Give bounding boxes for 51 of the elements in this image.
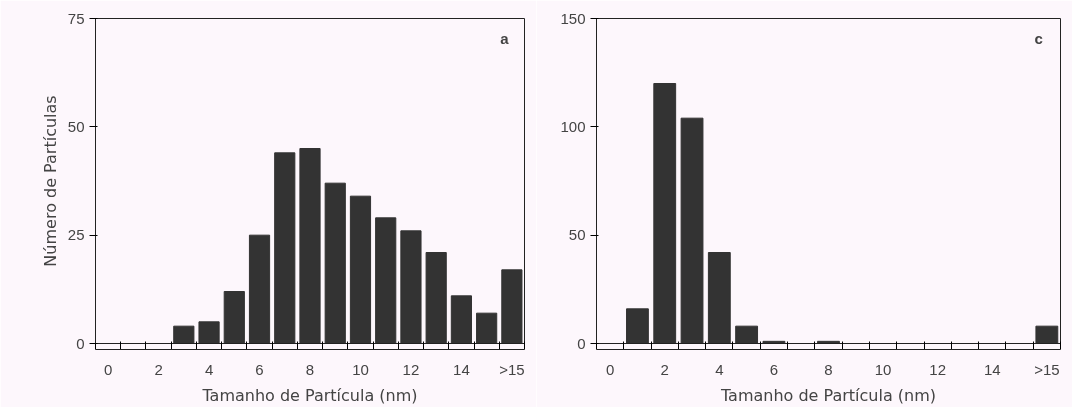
bar [198,321,220,344]
x-tick-label: 8 [824,360,833,378]
y-tick-label: 50 [67,117,85,135]
bar [173,325,195,344]
bar [476,312,498,344]
bar [299,148,321,344]
bar [248,234,271,344]
y-tick-label: 75 [67,9,85,27]
x-tick-label: 12 [402,360,420,378]
x-tick-label: 0 [605,360,615,378]
x-tick-label: 14 [453,360,470,378]
x-tick-label: 8 [305,360,315,378]
x-tick-label: 2 [660,360,669,378]
bar [680,117,704,344]
y-tick-label: 50 [568,226,586,244]
bar [274,152,296,344]
x-tick-label: 2 [154,360,163,378]
y-tick-label: 0 [76,334,85,352]
bar [450,295,473,344]
bar [349,195,372,344]
bar [425,252,447,344]
annotation: a [500,29,510,47]
y-tick-label: 25 [67,226,85,244]
bar [653,83,677,344]
annotation: c [1034,29,1043,47]
x-tick-label: 14 [983,360,1001,378]
bar [223,291,245,344]
y-axis-title: Número de Partículas [40,95,60,267]
y-tick-label: 150 [560,9,586,27]
bar [1035,325,1059,344]
bar [400,230,422,344]
x-tick-label: 4 [715,360,724,378]
x-tick-label: 4 [204,360,214,378]
bar [626,308,649,344]
x-axis-title: Tamanho de Partícula (nm) [201,385,418,405]
bar [707,252,731,344]
x-tick-label: 12 [929,360,947,378]
bar [501,269,523,344]
x-tick-label: 6 [255,360,264,378]
x-axis-title: Tamanho de Partícula (nm) [719,385,937,405]
x-tick-label: 10 [874,360,892,378]
y-tick-label: 0 [577,334,586,352]
x-tick-label: >15 [1034,360,1060,378]
bar [375,217,397,344]
bar [735,325,759,344]
bar [324,182,346,344]
x-tick-label: >15 [499,360,525,378]
x-tick-label: 0 [103,360,113,378]
x-tick-label: 10 [352,360,369,378]
x-tick-label: 6 [769,360,779,378]
y-tick-label: 100 [560,117,586,135]
